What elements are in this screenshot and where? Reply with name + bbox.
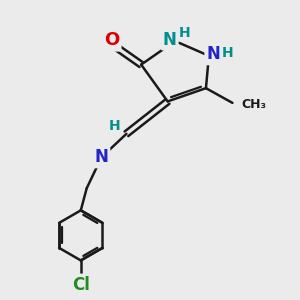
Text: CH₃: CH₃ (241, 98, 266, 111)
Text: N: N (206, 45, 220, 63)
Text: Cl: Cl (72, 276, 90, 294)
Text: O: O (104, 32, 119, 50)
Text: N: N (163, 31, 177, 49)
Text: H: H (178, 26, 190, 40)
Text: H: H (221, 46, 233, 60)
Text: N: N (94, 148, 108, 166)
Text: H: H (108, 118, 120, 133)
